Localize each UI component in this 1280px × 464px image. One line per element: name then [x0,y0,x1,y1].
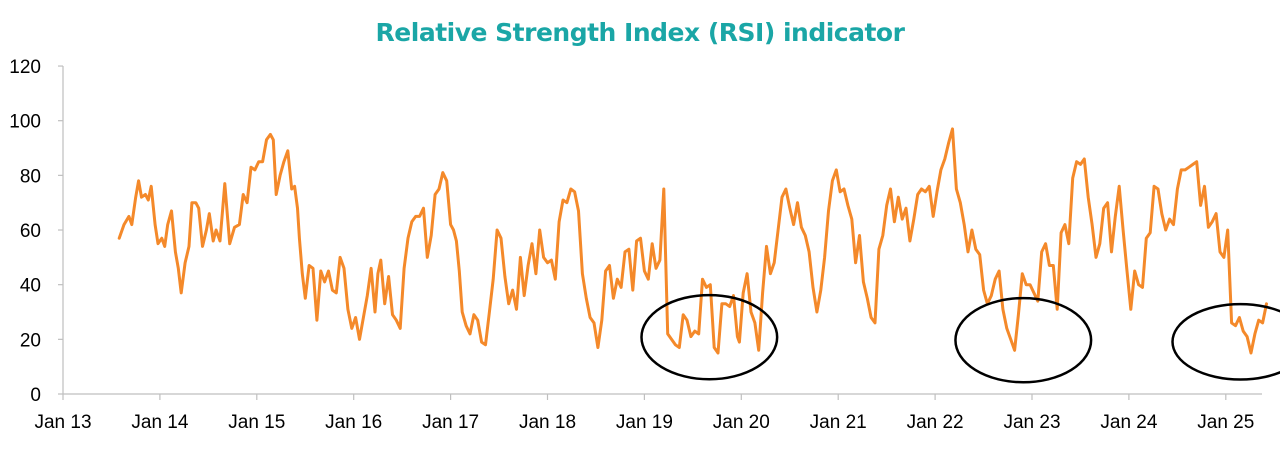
x-tick-label: Jan 24 [1100,412,1157,433]
x-tick-label: Jan 23 [1003,412,1060,433]
oversold-highlight-ellipse-1 [640,293,779,381]
y-tick-label: 0 [30,385,41,406]
chart-title: Relative Strength Index (RSI) indicator [375,18,905,47]
annotations-group [640,293,1280,384]
y-tick-label: 20 [20,330,41,351]
x-tick-label: Jan 25 [1197,412,1254,433]
x-tick-label: Jan 22 [907,412,964,433]
x-axis-tick-labels: Jan 13 Jan 14 Jan 15 Jan 16 Jan 17 Jan 18 Jan … [34,412,1254,433]
rsi-line [117,127,1268,355]
y-tick-label: 40 [20,276,41,297]
y-tick-label: 60 [20,221,41,242]
x-tick-label: Jan 18 [519,412,576,433]
x-tick-label: Jan 21 [810,412,867,433]
x-tick-label: Jan 14 [131,412,188,433]
x-tick-label: Jan 19 [616,412,673,433]
y-tick-label: 80 [20,166,41,187]
x-tick-label: Jan 16 [325,412,382,433]
y-axis-tick-labels: 0 20 40 60 80 100 120 [9,57,41,406]
series-group [117,127,1268,355]
x-tick-label: Jan 13 [34,412,91,433]
x-tick-label: Jan 15 [228,412,285,433]
axes [58,65,1262,400]
oversold-highlight-ellipse-3 [1171,302,1280,381]
x-tick-label: Jan 20 [713,412,770,433]
oversold-highlight-ellipse-2 [954,296,1093,384]
y-tick-label: 100 [9,112,41,133]
x-tick-label: Jan 17 [422,412,479,433]
y-tick-label: 120 [9,57,41,78]
